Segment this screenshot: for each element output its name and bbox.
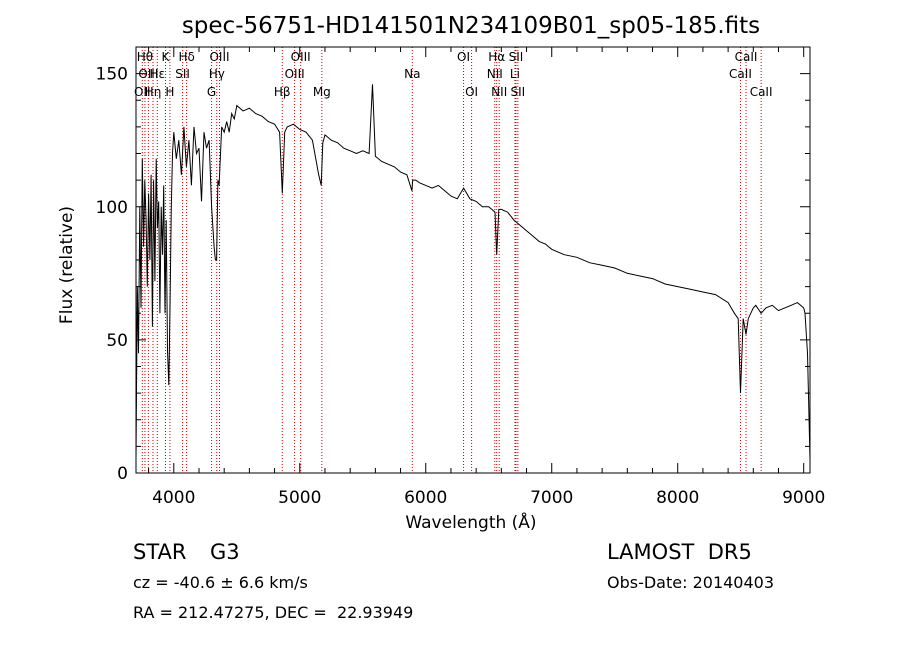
object-subclass: G3 xyxy=(210,540,240,564)
chart-title: spec-56751-HD141501N234109B01_sp05-185.f… xyxy=(182,13,760,39)
spectrum-chart: spec-56751-HD141501N234109B01_sp05-185.f… xyxy=(57,13,825,533)
y-tick-label: 150 xyxy=(96,65,128,85)
x-tick-label: 7000 xyxy=(530,488,573,508)
line-label-2: OIII xyxy=(138,67,158,81)
plot-frame xyxy=(135,46,811,474)
line-label-16: Na xyxy=(404,67,420,81)
y-tick-label: 50 xyxy=(106,331,128,351)
line-label-0: OII xyxy=(134,85,151,99)
redshift-cz: cz = -40.6 ± 6.6 km/s xyxy=(133,573,308,592)
line-label-8: Hδ xyxy=(178,50,194,64)
y-tick-label: 100 xyxy=(96,198,128,218)
observation-date: Obs-Date: 20140403 xyxy=(607,573,775,592)
line-labels: OIIHθOIIIHηHεKHSIIHδGHγOIIIHβOIIIOIIIMgN… xyxy=(134,50,772,99)
x-tick-label: 6000 xyxy=(404,488,447,508)
object-class: STAR xyxy=(133,540,187,564)
line-label-7: SII xyxy=(175,67,190,81)
y-tick-label: 0 xyxy=(117,464,128,484)
y-axis-label: Flux (relative) xyxy=(57,206,77,324)
line-label-26: CaII xyxy=(735,50,758,64)
line-label-14: OIII xyxy=(291,50,311,64)
x-tick-label: 5000 xyxy=(278,488,321,508)
line-label-9: G xyxy=(207,85,216,99)
x-axis-ticks: 4000 5000 6000 7000 8000 9000 xyxy=(148,47,825,508)
line-label-10: Hγ xyxy=(209,67,225,81)
x-tick-label: 8000 xyxy=(656,488,699,508)
line-label-1: Hθ xyxy=(137,50,153,64)
line-label-20: Hα xyxy=(488,50,505,64)
line-label-21: NII xyxy=(491,85,507,99)
line-label-4: Hε xyxy=(150,67,166,81)
line-label-18: OI xyxy=(465,85,478,99)
line-label-12: Hβ xyxy=(274,85,291,99)
line-markers xyxy=(141,47,762,473)
line-label-22: Li xyxy=(510,67,520,81)
line-label-19: NII xyxy=(487,67,503,81)
line-label-23: SII xyxy=(509,50,524,64)
x-tick-label: 9000 xyxy=(782,488,825,508)
line-label-3: Hη xyxy=(145,85,162,99)
x-axis-label: Wavelength (Å) xyxy=(405,511,536,533)
line-label-15: Mg xyxy=(313,85,331,99)
line-label-13: OIII xyxy=(285,67,305,81)
line-label-11: OIII xyxy=(209,50,229,64)
line-label-27: CaII xyxy=(750,85,773,99)
line-label-5: K xyxy=(162,50,171,64)
line-label-17: OI xyxy=(457,50,470,64)
ra-dec-coordinates: RA = 212.47275, DEC = 22.93949 xyxy=(133,603,414,622)
survey-name: LAMOST DR5 xyxy=(607,540,752,564)
spectrum-series-line xyxy=(135,84,811,460)
line-label-6: H xyxy=(165,85,174,99)
line-label-24: SII xyxy=(510,85,525,99)
line-label-25: CaII xyxy=(729,67,752,81)
y-axis-ticks: 0 50 100 150 xyxy=(96,46,810,484)
x-tick-label: 4000 xyxy=(152,488,195,508)
